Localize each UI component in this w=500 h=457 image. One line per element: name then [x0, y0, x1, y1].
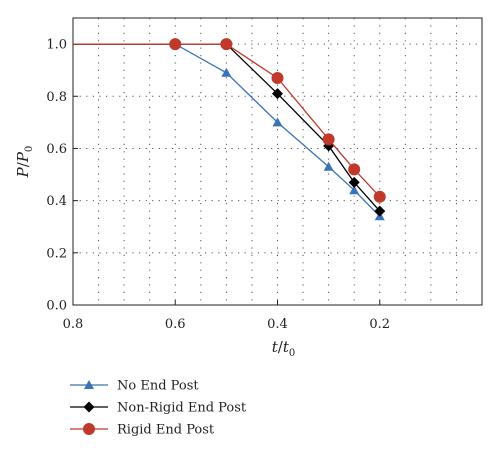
y-tick-label: 0.0	[46, 299, 67, 314]
y-axis-ticks: 0.0 0.2 0.4 0.6 0.8 1.0	[46, 38, 78, 314]
legend-entry: No End Post	[117, 379, 199, 394]
plot-frame	[72, 17, 483, 306]
y-tick-label: 1.0	[46, 38, 67, 53]
x-axis-ticks: 0.8 0.6 0.4 0.2	[63, 300, 390, 332]
data-point	[221, 67, 232, 77]
series-group	[73, 38, 386, 217]
x-tick-label: 0.4	[267, 317, 288, 332]
y-axis-label-main: P	[14, 166, 32, 178]
series	[73, 38, 386, 221]
data-point	[272, 117, 283, 127]
data-point	[374, 205, 386, 217]
y-axis-label-sub: 0	[24, 146, 35, 152]
x-tick-label: 0.6	[165, 317, 186, 332]
legend: No End Post Non-Rigid End Post Rigid End P…	[70, 379, 247, 438]
legend-entry: Non-Rigid End Post	[117, 401, 247, 416]
y-tick-label: 0.4	[46, 194, 67, 209]
data-point	[271, 72, 284, 85]
series-group	[73, 39, 385, 221]
x-axis-label: t/t0	[272, 338, 296, 359]
grid	[73, 18, 482, 305]
y-axis-label-main2: P	[14, 151, 32, 163]
data-point	[348, 163, 361, 176]
data-point	[322, 133, 335, 146]
legend-entry: Rigid End Post	[117, 423, 215, 438]
x-axis-label-sub: 0	[289, 348, 295, 359]
x-tick-label: 0.8	[63, 317, 84, 332]
data-point	[272, 88, 283, 100]
x-axis-label-main: t	[272, 338, 279, 356]
data-point	[220, 38, 233, 51]
data-point	[348, 176, 360, 188]
data-point	[373, 190, 386, 203]
legend-marker	[83, 401, 95, 413]
legend-marker	[83, 423, 95, 435]
y-tick-label: 0.6	[46, 142, 67, 157]
y-axis-label-slash: /	[14, 161, 32, 167]
data-point	[323, 161, 334, 171]
y-axis-label: P/P0	[14, 146, 35, 179]
x-tick-label: 0.2	[369, 317, 390, 332]
x-axis-label-slash: /	[278, 338, 284, 356]
data-point	[169, 38, 182, 51]
x-axis-label-main2: t	[283, 338, 290, 356]
data-point	[349, 185, 360, 195]
legend-marker	[84, 380, 94, 389]
y-tick-label: 0.2	[46, 246, 67, 261]
series-group	[73, 38, 386, 203]
y-tick-label: 0.8	[46, 90, 67, 105]
